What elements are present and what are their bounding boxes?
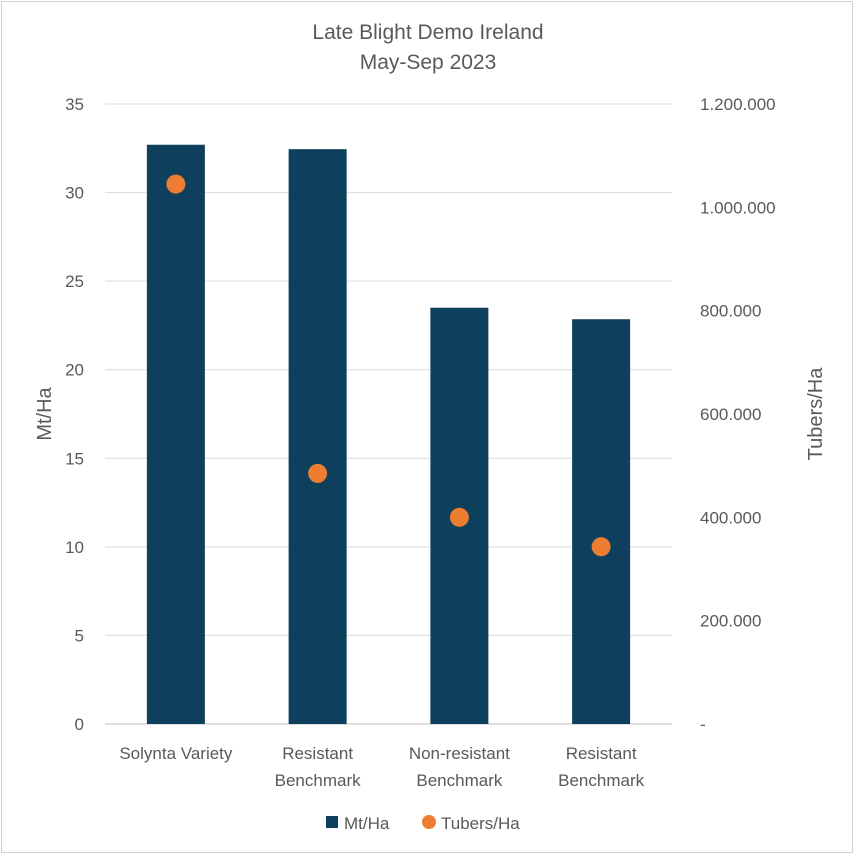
legend-label-mt-ha: Mt/Ha — [344, 814, 390, 833]
y-tick-label: 5 — [75, 626, 84, 645]
y2-tick-label: 400.000 — [700, 508, 761, 527]
y-tick-label: 20 — [65, 361, 84, 380]
legend-swatch-tubers-ha — [422, 815, 436, 829]
chart-title-line: Late Blight Demo Ireland — [312, 21, 543, 44]
y2-tick-label: 200.000 — [700, 612, 761, 631]
y-tick-label: 10 — [65, 538, 84, 557]
y2-tick-label: 1.000.000 — [700, 198, 776, 217]
bars — [146, 144, 631, 724]
y2-tick-label: - — [700, 715, 706, 734]
chart-title-line: May-Sep 2023 — [360, 51, 497, 74]
category-label: Benchmark — [558, 771, 644, 790]
category-label: Benchmark — [275, 771, 361, 790]
y2-axis-ticks: - 200.000 400.000 600.000 800.000 1.000.000 1.… — [700, 95, 776, 734]
points — [166, 174, 611, 557]
y-tick-label: 0 — [75, 715, 84, 734]
y-axis-ticks: 0 5 10 15 20 25 30 35 — [65, 95, 84, 734]
legend-swatch-mt-ha — [326, 816, 338, 828]
category-label: Benchmark — [416, 771, 502, 790]
category-label: Non-resistant — [409, 744, 510, 763]
category-label: Resistant — [566, 744, 637, 763]
category-label: Solynta Variety — [119, 744, 233, 763]
data-point — [449, 507, 469, 527]
bar — [146, 144, 205, 724]
data-point — [308, 463, 328, 483]
bar — [572, 319, 631, 724]
chart-title: Late Blight Demo Ireland May-Sep 2023 — [312, 21, 543, 74]
legend: Mt/Ha Tubers/Ha — [326, 814, 520, 833]
data-point — [591, 537, 611, 557]
data-point — [166, 174, 186, 194]
category-label: Resistant — [282, 744, 353, 763]
legend-label-tubers-ha: Tubers/Ha — [441, 814, 520, 833]
y-tick-label: 30 — [65, 184, 84, 203]
y2-tick-label: 600.000 — [700, 405, 761, 424]
bar — [288, 149, 347, 724]
y2-tick-label: 800.000 — [700, 302, 761, 321]
y-axis-title: Mt/Ha — [34, 386, 56, 440]
y-tick-label: 15 — [65, 449, 84, 468]
y2-axis-title: Tubers/Ha — [805, 367, 827, 461]
y2-tick-label: 1.200.000 — [700, 95, 776, 114]
y-tick-label: 25 — [65, 272, 84, 291]
y-tick-label: 35 — [65, 95, 84, 114]
category-labels: Solynta Variety Resistant Benchmark Non-res… — [119, 744, 644, 790]
